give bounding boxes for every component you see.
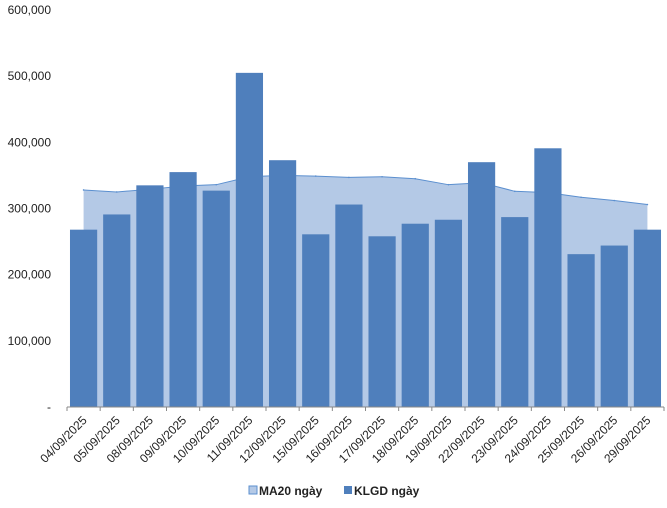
klgd-bar: [434, 219, 463, 407]
ma20-point: [115, 191, 118, 193]
ma20-point: [513, 190, 516, 193]
klgd-bar: [567, 254, 595, 407]
klgd-bar: [69, 229, 98, 407]
ma20-point: [646, 203, 649, 206]
y-tick-label: 600,000: [8, 3, 52, 17]
ma20-point: [613, 199, 616, 202]
klgd-bar: [600, 245, 628, 407]
klgd-bar: [268, 160, 297, 407]
ma20-point: [314, 175, 317, 177]
axis-layer: [66, 406, 665, 411]
klgd-bar: [302, 234, 330, 407]
legend-swatch-klgd: [344, 486, 352, 494]
ma20-area: [83, 175, 648, 407]
ma20-point: [580, 196, 582, 199]
ma20-point: [414, 177, 417, 180]
klgd-bar: [633, 229, 662, 407]
klgd-bar: [401, 223, 429, 407]
y-tick-label: 400,000: [8, 135, 52, 149]
ma20-point: [348, 176, 350, 179]
ma20-point: [447, 183, 450, 186]
klgd-bar: [136, 185, 164, 407]
y-tick-label: -: [47, 400, 51, 414]
klgd-bar: [235, 72, 264, 407]
y-tick-label: 200,000: [8, 268, 52, 282]
x-axis-tick-labels: 04/09/202505/09/202508/09/202509/09/2025…: [37, 413, 653, 466]
legend: MA20 ngày KLGD ngày: [248, 484, 420, 498]
ma20-point: [381, 175, 383, 178]
klgd-bar: [335, 204, 363, 407]
legend-label-klgd: KLGD ngày: [354, 484, 420, 498]
klgd-bar: [534, 148, 562, 407]
klgd-bar: [501, 217, 529, 407]
ma20-point: [82, 189, 85, 191]
ma20-area-layer: [82, 174, 649, 407]
y-tick-label: 500,000: [8, 69, 52, 83]
klgd-bar: [467, 162, 496, 407]
klgd-bar-layer: [69, 72, 662, 407]
klgd-bar: [103, 214, 131, 407]
y-axis-tick-labels: - 100,000 200,000 300,000 400,000 500,000 600,…: [8, 3, 52, 414]
ma20-point: [215, 183, 218, 186]
klgd-bar: [368, 236, 396, 407]
y-tick-label: 100,000: [8, 334, 52, 348]
legend-swatch-ma20: [248, 485, 258, 495]
y-tick-label: 300,000: [8, 202, 52, 216]
klgd-bar: [202, 190, 230, 407]
klgd-bar: [169, 172, 197, 407]
legend-label-ma20: MA20 ngày: [259, 484, 323, 498]
